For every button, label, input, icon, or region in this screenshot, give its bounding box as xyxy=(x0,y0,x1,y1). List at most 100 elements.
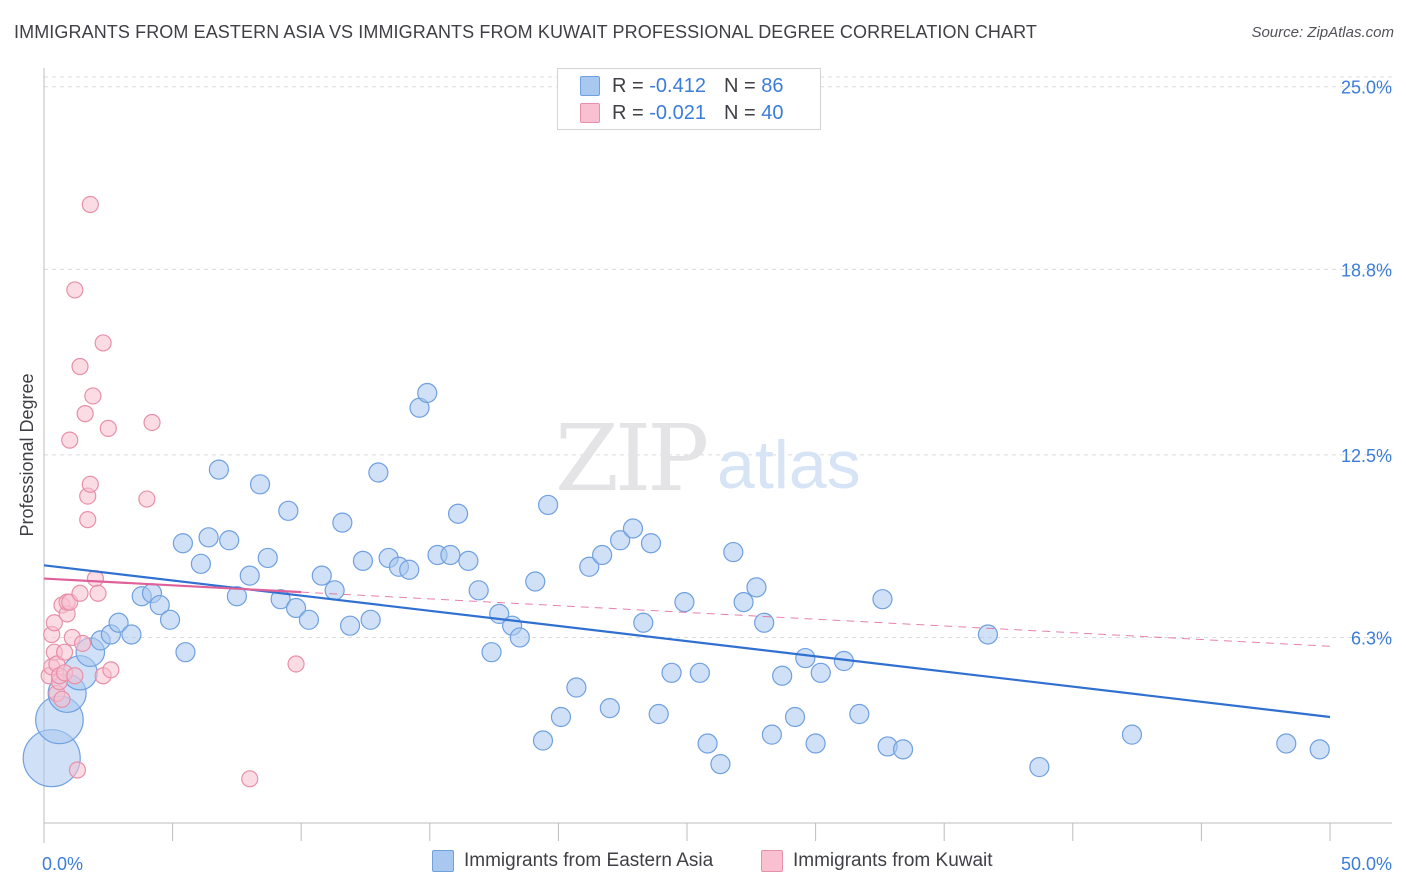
point-eastern-asia xyxy=(633,612,654,633)
stats-legend: R = -0.412 N = 86 R = -0.021 N = 40 xyxy=(557,68,821,130)
point-eastern-asia xyxy=(525,571,546,592)
point-eastern-asia xyxy=(640,533,662,554)
point-eastern-asia xyxy=(532,730,554,751)
legend-r-value: -0.412 xyxy=(649,74,706,97)
point-eastern-asia xyxy=(332,512,353,533)
point-kuwait xyxy=(143,413,161,432)
point-kuwait xyxy=(81,475,99,493)
trend-line-kuwait-extension xyxy=(301,591,1331,647)
point-kuwait xyxy=(79,511,97,529)
point-eastern-asia xyxy=(239,565,260,586)
point-eastern-asia xyxy=(249,474,271,495)
point-eastern-asia xyxy=(324,580,345,601)
x-tick-label: 0.0% xyxy=(42,854,83,874)
point-eastern-asia xyxy=(723,541,744,563)
point-eastern-asia xyxy=(689,662,710,683)
legend-n-label: N = xyxy=(723,74,756,97)
legend-r-value: -0.021 xyxy=(649,101,706,124)
point-eastern-asia xyxy=(149,594,170,616)
chart-source: Source: ZipAtlas.com xyxy=(1251,24,1394,41)
point-eastern-asia xyxy=(108,612,129,633)
legend-row-eastern-asia: R = -0.412 N = 86 xyxy=(580,73,783,99)
point-eastern-asia xyxy=(674,592,695,613)
point-eastern-asia xyxy=(550,706,572,728)
legend-r-label: R = xyxy=(612,101,644,124)
point-kuwait xyxy=(66,281,84,299)
point-kuwait xyxy=(61,431,79,449)
y-tick-label: 25.0% xyxy=(1341,78,1392,98)
trend-lines xyxy=(43,564,1331,719)
y-tick-label: 6.3% xyxy=(1351,628,1392,648)
legend-n-value: 86 xyxy=(761,74,784,97)
point-eastern-asia xyxy=(399,559,420,580)
point-kuwait xyxy=(71,357,89,376)
point-eastern-asia xyxy=(772,665,793,686)
legend-n-label: N = xyxy=(723,101,756,124)
point-kuwait xyxy=(287,655,305,673)
point-eastern-asia xyxy=(977,624,999,645)
point-eastern-asia xyxy=(468,580,489,601)
point-eastern-asia xyxy=(579,556,600,577)
point-eastern-asia xyxy=(198,527,219,548)
tick-labels: 6.3% 12.5% 18.8% 25.0% 0.0% 50.0% xyxy=(42,78,1392,874)
point-kuwait xyxy=(84,387,102,405)
point-eastern-asia xyxy=(417,382,438,404)
point-eastern-asia xyxy=(172,533,193,554)
point-kuwait xyxy=(53,690,71,708)
watermark-zip: ZIP xyxy=(555,405,706,512)
point-eastern-asia xyxy=(784,706,806,728)
point-kuwait xyxy=(45,614,63,632)
series-legend-kuwait[interactable]: Immigrants from Kuwait xyxy=(761,850,993,872)
point-eastern-asia xyxy=(257,547,278,569)
point-eastern-asia xyxy=(566,677,587,698)
point-eastern-asia xyxy=(661,662,682,683)
point-eastern-asia xyxy=(1309,739,1330,760)
x-tick-label: 50.0% xyxy=(1341,854,1392,874)
point-eastern-asia xyxy=(311,565,332,586)
point-eastern-asia xyxy=(481,642,502,663)
point-kuwait xyxy=(99,419,117,437)
point-kuwait xyxy=(68,761,87,779)
point-eastern-asia xyxy=(538,494,559,516)
point-eastern-asia xyxy=(175,642,196,663)
point-eastern-asia xyxy=(795,647,816,669)
point-eastern-asia xyxy=(1276,733,1297,754)
point-eastern-asia xyxy=(733,592,754,613)
series-swatch-eastern-asia xyxy=(432,850,454,872)
legend-n-value: 40 xyxy=(761,101,784,124)
point-eastern-asia xyxy=(746,577,767,598)
point-eastern-asia xyxy=(219,530,240,551)
point-eastern-asia xyxy=(509,627,530,648)
point-eastern-asia xyxy=(810,662,831,683)
point-eastern-asia xyxy=(592,544,613,566)
point-eastern-asia xyxy=(298,609,320,630)
point-eastern-asia xyxy=(278,500,299,521)
watermark: ZIP atlas xyxy=(555,405,861,512)
point-eastern-asia xyxy=(440,544,461,566)
point-eastern-asia xyxy=(159,609,181,630)
legend-swatch-eastern-asia xyxy=(580,76,600,96)
point-kuwait xyxy=(55,643,74,661)
point-eastern-asia xyxy=(208,459,229,480)
point-eastern-asia xyxy=(1121,724,1143,745)
y-tick-label: 12.5% xyxy=(1341,446,1392,466)
point-eastern-asia xyxy=(622,518,644,539)
chart-title: IMMIGRANTS FROM EASTERN ASIA VS IMMIGRAN… xyxy=(14,22,1037,42)
point-eastern-asia xyxy=(458,550,479,571)
y-tick-label: 18.8% xyxy=(1341,260,1392,280)
point-eastern-asia xyxy=(697,733,718,754)
y-axis-label: Professional Degree xyxy=(17,373,37,536)
point-eastern-asia xyxy=(610,530,631,551)
series-legend-label: Immigrants from Kuwait xyxy=(793,850,993,871)
point-eastern-asia xyxy=(892,739,914,760)
point-eastern-asia xyxy=(710,753,731,775)
point-kuwait xyxy=(102,661,120,679)
point-eastern-asia xyxy=(1029,756,1050,778)
point-kuwait xyxy=(94,334,112,352)
series-legend-eastern-asia[interactable]: Immigrants from Eastern Asia xyxy=(432,850,713,872)
series-swatch-kuwait xyxy=(761,850,783,872)
grid-lines xyxy=(44,76,1392,638)
point-kuwait xyxy=(66,667,84,685)
series-legend-label: Immigrants from Eastern Asia xyxy=(464,850,714,871)
